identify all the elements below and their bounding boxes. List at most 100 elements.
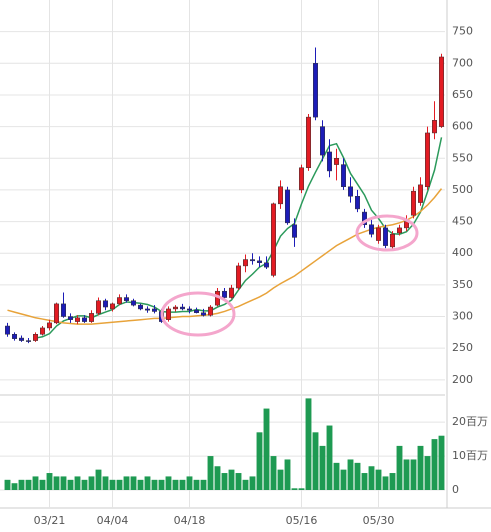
volume-bar bbox=[158, 479, 165, 490]
volume-bar bbox=[165, 476, 172, 490]
candle-body bbox=[425, 132, 430, 188]
candle-body bbox=[194, 309, 199, 313]
volume-bar bbox=[4, 479, 11, 490]
candle-body bbox=[236, 265, 241, 289]
candle-body bbox=[355, 196, 360, 210]
volume-bar bbox=[88, 476, 95, 490]
volume-bar bbox=[81, 479, 88, 490]
candle-body bbox=[54, 303, 59, 324]
candle-body bbox=[376, 227, 381, 241]
volume-bar bbox=[298, 488, 305, 490]
candle-body bbox=[187, 308, 192, 311]
candle-body bbox=[369, 224, 374, 235]
volume-bar bbox=[375, 469, 382, 490]
volume-bar bbox=[263, 408, 270, 490]
candle-body bbox=[26, 340, 31, 342]
volume-bar bbox=[151, 479, 158, 490]
volume-bar bbox=[242, 479, 249, 490]
volume-bar bbox=[326, 425, 333, 490]
volume-bar bbox=[221, 473, 228, 490]
volume-bar bbox=[438, 435, 445, 490]
candle-body bbox=[33, 334, 38, 341]
candle-body bbox=[5, 325, 10, 335]
volume-bar bbox=[270, 456, 277, 490]
volume-bar bbox=[284, 459, 291, 490]
y-tick-label: 400 bbox=[452, 246, 473, 259]
candle-body bbox=[138, 304, 143, 310]
candle-body bbox=[96, 300, 101, 314]
candle-body bbox=[103, 300, 108, 308]
volume-bar bbox=[417, 445, 424, 490]
candle-body bbox=[222, 290, 227, 298]
candle-body bbox=[75, 317, 80, 322]
volume-bar bbox=[410, 459, 417, 490]
candle-body bbox=[411, 190, 416, 216]
candle-body bbox=[383, 227, 388, 246]
candle-body bbox=[47, 322, 52, 329]
volume-bar bbox=[60, 476, 67, 490]
candle-body bbox=[110, 303, 115, 310]
volume-bar bbox=[214, 466, 221, 490]
y-tick-label: 200 bbox=[452, 373, 473, 386]
highlight-circle bbox=[355, 214, 419, 252]
candle-body bbox=[145, 308, 150, 311]
volume-bar bbox=[319, 445, 326, 490]
volume-bar bbox=[95, 469, 102, 490]
candle-body bbox=[166, 308, 171, 320]
candle-body bbox=[341, 164, 346, 188]
y-tick-label: 600 bbox=[452, 120, 473, 133]
y-tick-label: 300 bbox=[452, 310, 473, 323]
volume-bar bbox=[368, 466, 375, 490]
candle-body bbox=[180, 306, 185, 310]
x-tick-label: 05/30 bbox=[363, 514, 395, 527]
candle-body bbox=[152, 308, 157, 312]
candle-body bbox=[131, 300, 136, 306]
volume-bar bbox=[18, 479, 25, 490]
volume-bar bbox=[172, 479, 179, 490]
candle-body bbox=[313, 63, 318, 118]
candle-body bbox=[327, 151, 332, 172]
candle-body bbox=[243, 259, 248, 267]
candle-body bbox=[264, 262, 269, 268]
y-tick-label: 700 bbox=[452, 56, 473, 69]
candle-body bbox=[117, 297, 122, 305]
volume-bar bbox=[130, 476, 137, 490]
volume-bar bbox=[67, 479, 74, 490]
candle-body bbox=[362, 211, 367, 225]
candle-body bbox=[40, 327, 45, 335]
volume-bar bbox=[333, 462, 340, 490]
volume-bar bbox=[305, 398, 312, 490]
volume-bar bbox=[32, 476, 39, 490]
volume-bar bbox=[347, 459, 354, 490]
candle-body bbox=[334, 158, 339, 165]
candle-body bbox=[432, 120, 437, 134]
y-tick-label: 450 bbox=[452, 215, 473, 228]
candle-body bbox=[271, 203, 276, 276]
y-tick-label: 20百万 bbox=[452, 415, 488, 428]
volume-bar bbox=[291, 488, 298, 490]
volume-bar bbox=[256, 432, 263, 490]
volume-bar bbox=[39, 479, 46, 490]
volume-bar bbox=[382, 476, 389, 490]
volume-bar bbox=[389, 473, 396, 490]
y-tick-label: 250 bbox=[452, 341, 473, 354]
volume-bar bbox=[186, 476, 193, 490]
candle-body bbox=[278, 186, 283, 205]
volume-bar bbox=[312, 432, 319, 490]
candle-body bbox=[348, 186, 353, 197]
volume-bar bbox=[102, 476, 109, 490]
volume-bar bbox=[200, 479, 207, 490]
candle-body bbox=[61, 303, 66, 317]
volume-bar bbox=[109, 479, 116, 490]
highlight-circle bbox=[160, 291, 236, 337]
candle-body bbox=[82, 317, 87, 322]
candle-body bbox=[397, 227, 402, 234]
candle-body bbox=[208, 306, 213, 316]
candle-body bbox=[68, 316, 73, 320]
candle-body bbox=[439, 56, 444, 127]
x-tick-label: 04/18 bbox=[174, 514, 206, 527]
volume-bar bbox=[354, 462, 361, 490]
volume-bar bbox=[11, 483, 18, 490]
